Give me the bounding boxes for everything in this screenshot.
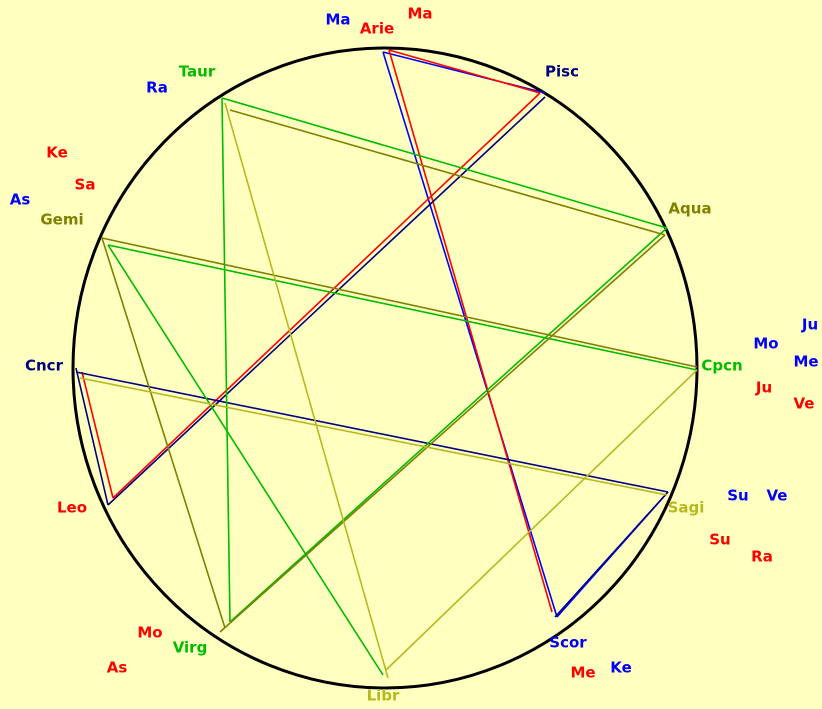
sign-label: Libr (367, 687, 400, 705)
planet-label: Ke (46, 144, 68, 162)
sign-label: Virg (173, 639, 208, 657)
sign-label: Pisc (545, 63, 579, 81)
sign-label: Taur (179, 63, 216, 81)
sign-label: Arie (360, 20, 394, 38)
sign-label: Sagi (668, 499, 705, 517)
planet-label: Ra (751, 548, 773, 566)
planet-label: Su (709, 531, 730, 549)
sign-label: Leo (57, 499, 87, 517)
planet-label: Ju (801, 316, 818, 334)
wheel-circle (71, 46, 699, 690)
planet-label: Sa (75, 176, 96, 194)
planet-label: Ra (146, 79, 168, 97)
sign-label: Cpcn (701, 357, 742, 375)
sign-label: Scor (549, 634, 587, 652)
planet-labels: Ma Ma Ra Ke Sa As Ju Mo Me Ju Ve Su Ve S… (10, 5, 819, 682)
sign-label: Gemi (40, 211, 83, 229)
planet-label: Me (570, 664, 595, 682)
planet-label: Su (727, 487, 748, 505)
planet-label: As (10, 191, 31, 209)
sign-labels: Arie Pisc Aqua Cpcn Sagi Scor Libr Virg … (25, 20, 743, 705)
sign-label: Aqua (668, 200, 711, 218)
planet-label: Ve (794, 395, 815, 413)
aspect-lines (75, 49, 698, 679)
planet-label: Ke (610, 659, 632, 677)
sign-label: Cncr (25, 357, 64, 375)
planet-label: Ma (325, 11, 350, 29)
planet-label: Ve (767, 487, 788, 505)
planet-label: Mo (137, 624, 162, 642)
planet-label: Me (793, 353, 818, 371)
planet-label: As (107, 659, 128, 677)
planet-label: Mo (753, 335, 778, 353)
planet-label: Ma (407, 5, 432, 23)
planet-label: Ju (755, 379, 772, 397)
